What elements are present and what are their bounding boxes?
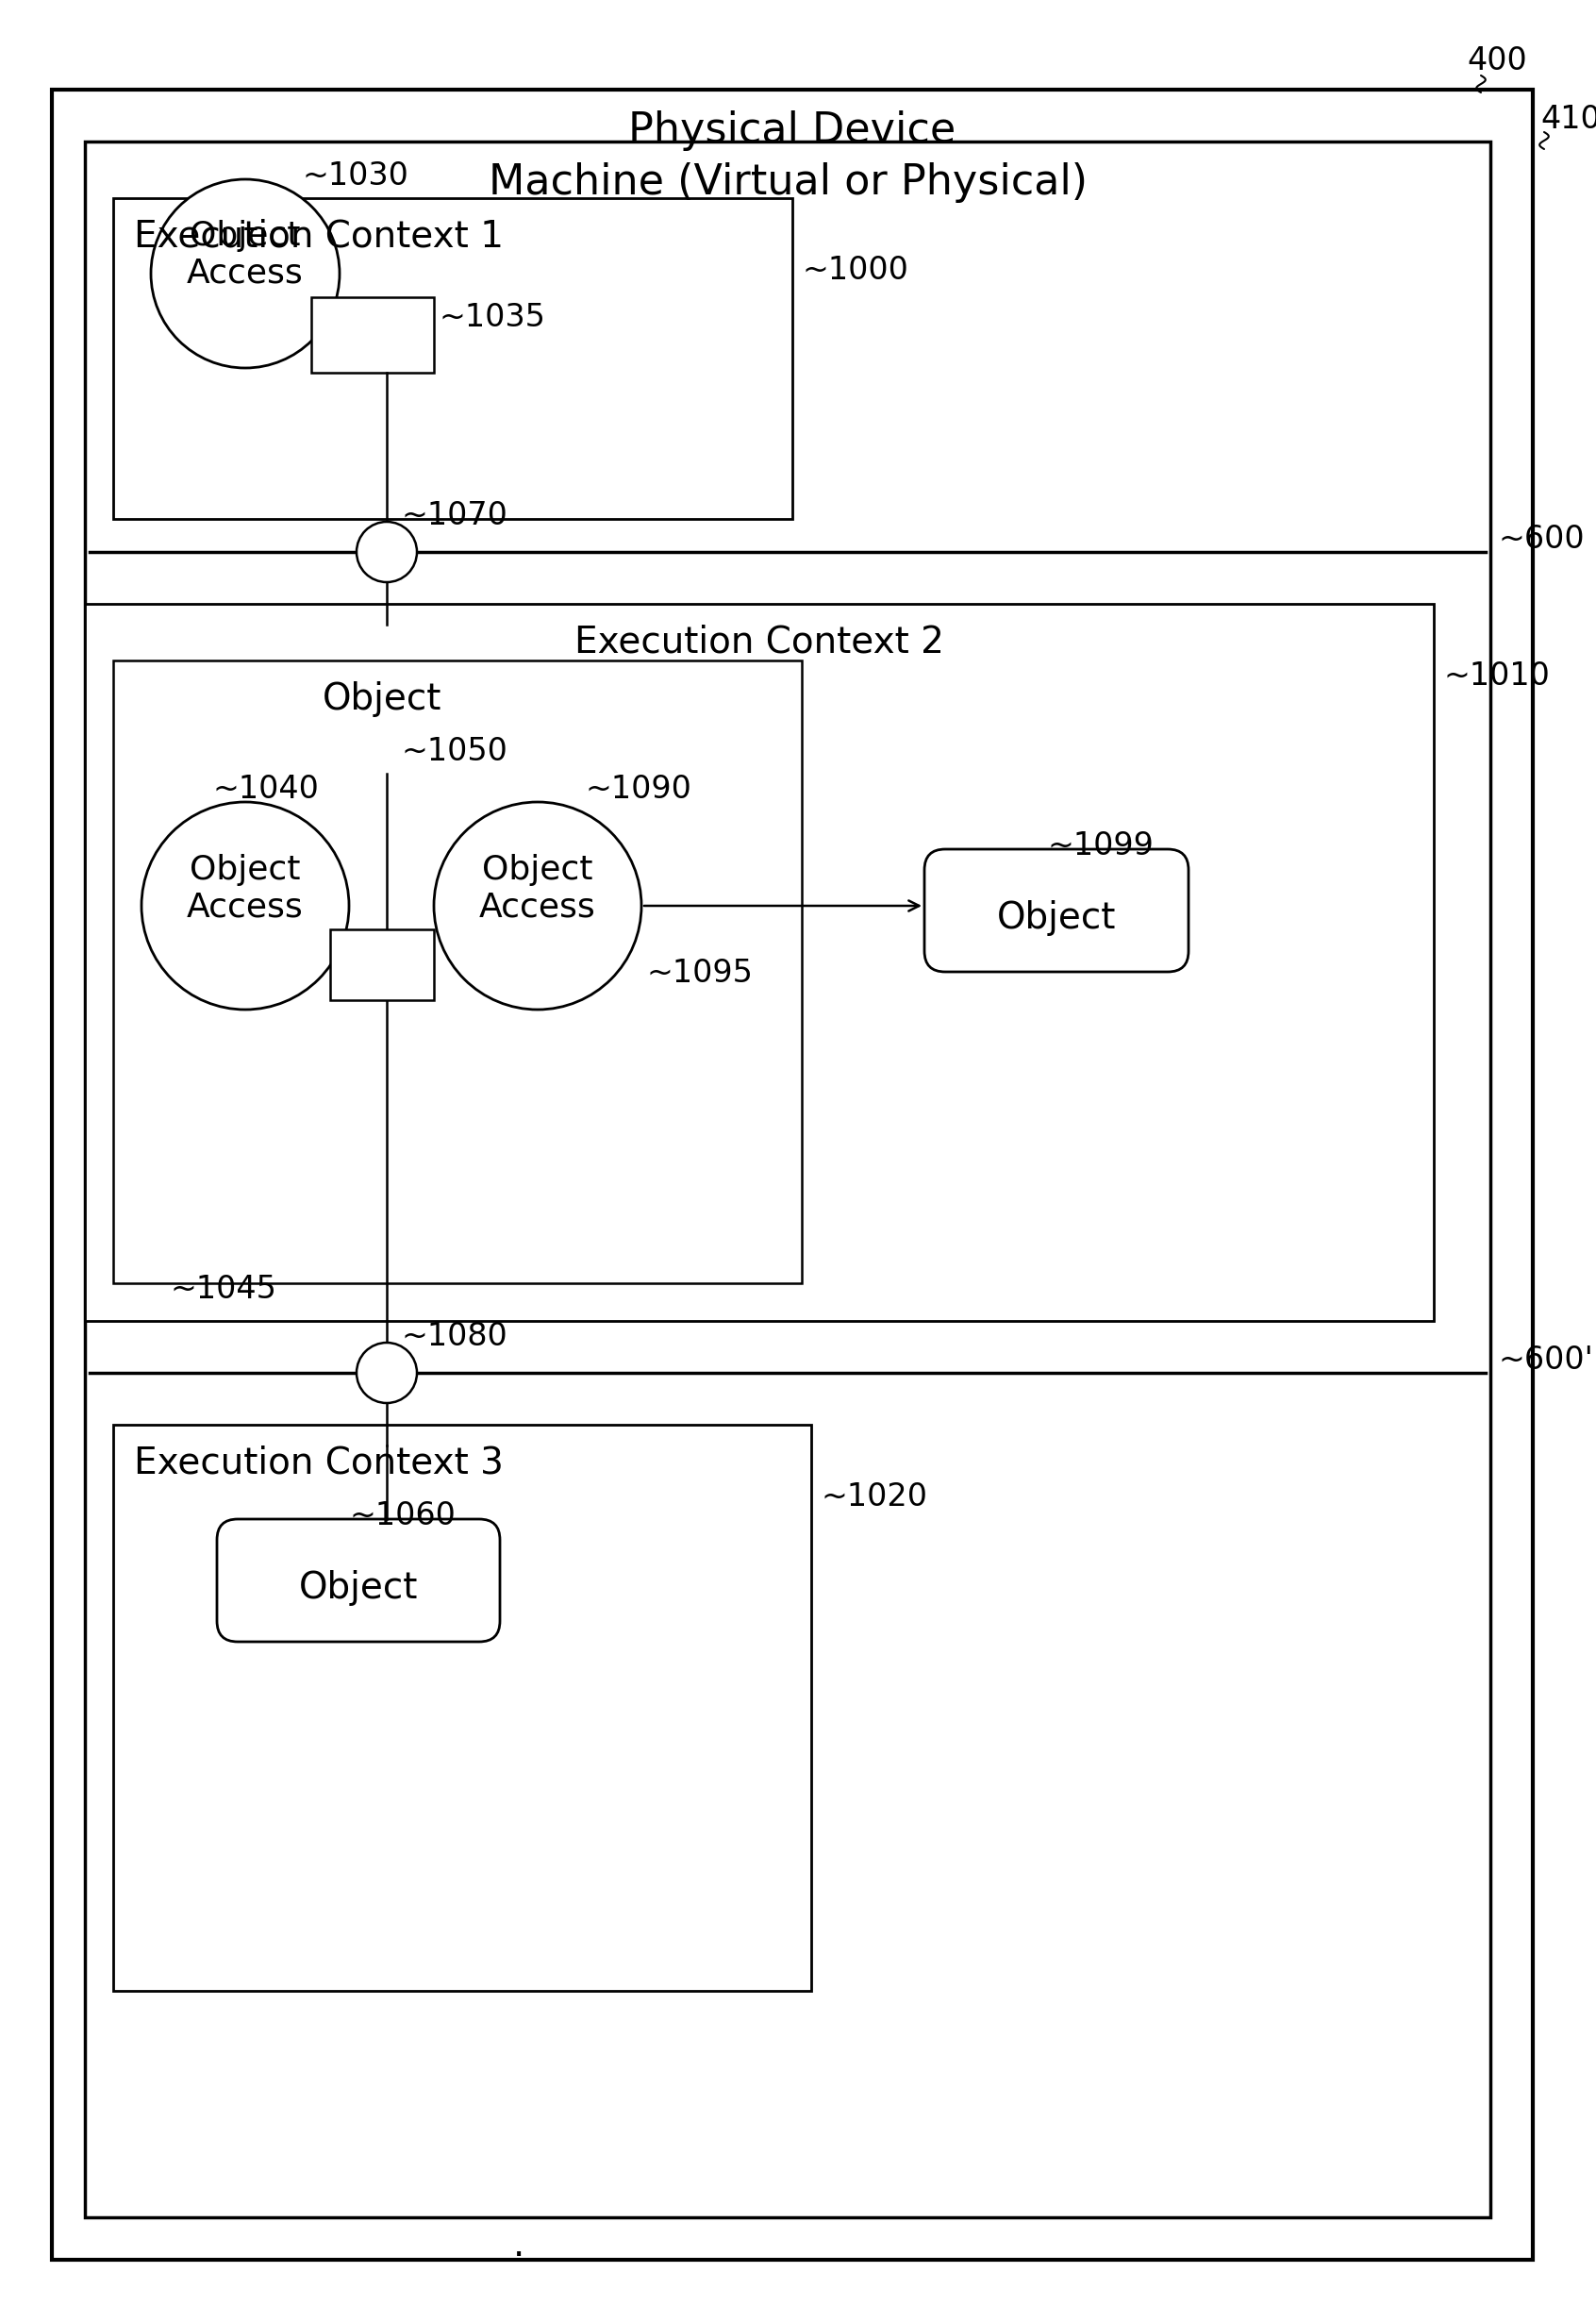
Text: Physical Device: Physical Device: [629, 111, 956, 150]
Text: .: .: [512, 2228, 525, 2264]
Text: ~1070: ~1070: [401, 500, 508, 530]
Text: Object: Object: [298, 1570, 418, 1605]
Text: ~1010: ~1010: [1443, 660, 1550, 692]
Text: Object
Access: Object Access: [187, 219, 303, 288]
FancyBboxPatch shape: [217, 1520, 500, 1642]
Text: ~1000: ~1000: [801, 254, 908, 286]
FancyBboxPatch shape: [924, 849, 1189, 971]
Bar: [113, 198, 792, 519]
Circle shape: [142, 802, 350, 1010]
Text: Machine (Virtual or Physical): Machine (Virtual or Physical): [488, 161, 1087, 203]
Text: Execution Context 3: Execution Context 3: [134, 1446, 504, 1480]
Text: ~1020: ~1020: [820, 1480, 927, 1513]
Circle shape: [152, 180, 340, 369]
Text: ~1040: ~1040: [212, 775, 319, 805]
Text: Object
Access: Object Access: [187, 853, 303, 922]
Bar: [113, 1425, 811, 1990]
Text: ~600: ~600: [1499, 523, 1585, 556]
Text: ~1095: ~1095: [646, 957, 753, 989]
Bar: [85, 604, 1433, 1321]
Text: ~1050: ~1050: [401, 736, 508, 768]
Bar: [330, 929, 434, 1001]
Circle shape: [434, 802, 642, 1010]
Text: 400: 400: [1467, 46, 1527, 76]
Text: ~1099: ~1099: [1047, 830, 1154, 862]
Text: ~1090: ~1090: [584, 775, 691, 805]
Text: ~1035: ~1035: [439, 302, 546, 332]
Text: Execution Context 1: Execution Context 1: [134, 219, 504, 254]
Text: ~600': ~600': [1499, 1344, 1593, 1377]
Bar: [113, 660, 801, 1282]
Text: ~1080: ~1080: [401, 1321, 508, 1351]
Text: ~1045: ~1045: [169, 1273, 276, 1305]
Text: ~1060: ~1060: [350, 1501, 455, 1531]
Circle shape: [356, 521, 417, 581]
Text: Object: Object: [998, 899, 1116, 936]
Circle shape: [356, 1342, 417, 1402]
Text: Object
Access: Object Access: [479, 853, 595, 922]
Text: Object: Object: [322, 680, 442, 717]
Text: ~1030: ~1030: [302, 161, 409, 191]
Text: Execution Context 2: Execution Context 2: [575, 625, 945, 660]
Bar: [311, 297, 434, 374]
Bar: [85, 141, 1491, 2218]
Text: 410: 410: [1540, 104, 1596, 136]
